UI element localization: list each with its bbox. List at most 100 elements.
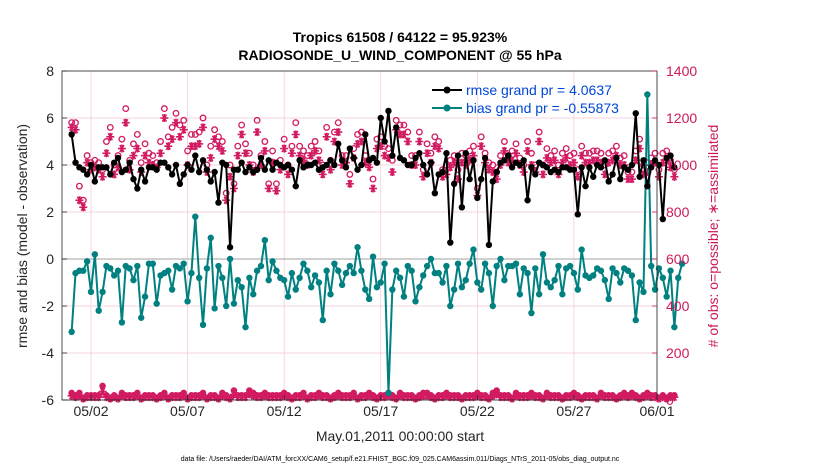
obs-possible-point bbox=[570, 149, 578, 157]
bias-point bbox=[95, 307, 102, 314]
obs-possible-point bbox=[415, 128, 423, 136]
rmse-point bbox=[103, 164, 110, 171]
bias-point bbox=[609, 265, 616, 272]
bias-point bbox=[454, 260, 462, 267]
rmse-point bbox=[362, 131, 369, 138]
rmse-point bbox=[153, 166, 160, 173]
obs-assimilated-point bbox=[550, 156, 559, 165]
obs-possible-point bbox=[75, 182, 83, 190]
bias-point bbox=[389, 286, 396, 293]
rmse-point bbox=[632, 110, 639, 117]
rmse-point bbox=[474, 194, 481, 202]
obs-possible-point bbox=[137, 159, 145, 167]
rmse-point bbox=[346, 145, 354, 152]
rmse-point bbox=[408, 161, 415, 169]
x-tick-label: 05/22 bbox=[460, 403, 495, 419]
rmse-point bbox=[172, 161, 180, 169]
bias-point bbox=[257, 262, 265, 270]
y-tick-left-label: -2 bbox=[42, 298, 55, 314]
rmse-point bbox=[261, 166, 269, 173]
bias-point bbox=[141, 293, 149, 300]
obs-possible-point bbox=[133, 130, 141, 138]
rmse-point bbox=[640, 157, 647, 164]
bias-point bbox=[543, 279, 551, 286]
obs-possible-point bbox=[102, 138, 110, 145]
obs-possible-point bbox=[551, 147, 559, 155]
bias-point bbox=[68, 328, 75, 336]
obs-assimilated-point bbox=[577, 151, 586, 160]
obs-possible-point bbox=[300, 147, 307, 155]
rmse-point bbox=[508, 164, 516, 171]
bias-point bbox=[238, 284, 245, 291]
plot-area bbox=[61, 70, 686, 403]
rmse-point bbox=[377, 114, 384, 122]
bias-point bbox=[427, 255, 435, 263]
bias-point bbox=[450, 286, 458, 293]
rmse-point bbox=[454, 152, 462, 159]
obs-assimilated-point bbox=[160, 114, 169, 122]
obs-bottom-assimilated-point bbox=[226, 394, 235, 403]
bias-point bbox=[261, 237, 269, 244]
bias-point bbox=[354, 244, 361, 251]
rmse-point bbox=[126, 159, 133, 166]
bias-point bbox=[613, 269, 620, 277]
y-tick-left-label: 2 bbox=[46, 204, 54, 220]
obs-possible-point bbox=[558, 149, 566, 157]
obs-possible-point bbox=[470, 142, 477, 150]
bias-point bbox=[559, 291, 566, 298]
bias-point bbox=[346, 262, 354, 270]
rmse-point bbox=[443, 150, 450, 157]
bias-point bbox=[369, 253, 377, 260]
bias-point bbox=[365, 295, 373, 303]
bias-point bbox=[478, 286, 485, 293]
obs-assimilated-point bbox=[477, 142, 486, 151]
rmse-point bbox=[207, 178, 214, 185]
obs-assimilated-point bbox=[523, 146, 532, 155]
bias-point bbox=[280, 276, 288, 284]
obs-assimilated-point bbox=[168, 135, 177, 144]
y-tick-left-label: 8 bbox=[46, 63, 54, 79]
rmse-point bbox=[72, 159, 79, 166]
obs-assimilated-point bbox=[318, 170, 327, 179]
bias-point bbox=[269, 258, 276, 265]
rmse-point bbox=[292, 182, 299, 190]
x-axis: 05/02 05/07 05/12 05/17 05/22 05/27 06/01 bbox=[73, 395, 675, 419]
obs-possible-point bbox=[477, 133, 485, 141]
rmse-point bbox=[223, 161, 230, 169]
rmse-point bbox=[636, 173, 643, 180]
bias-point bbox=[659, 274, 666, 281]
bias-point bbox=[265, 276, 272, 284]
rmse-point bbox=[358, 161, 365, 169]
bias-point bbox=[532, 265, 539, 272]
rmse-point bbox=[528, 164, 535, 171]
rmse-point bbox=[80, 166, 87, 173]
rmse-point bbox=[91, 178, 99, 185]
rmse-point bbox=[269, 166, 276, 173]
x-tick-label: 05/27 bbox=[556, 403, 591, 419]
x-tick-label: 05/12 bbox=[267, 403, 302, 419]
rmse-point bbox=[644, 182, 651, 190]
obs-possible-point bbox=[497, 152, 504, 160]
bias-point bbox=[520, 265, 527, 272]
bias-point bbox=[184, 298, 191, 305]
rmse-point bbox=[516, 161, 524, 169]
obs-assimilated-point bbox=[233, 151, 242, 160]
bias-point bbox=[110, 272, 118, 279]
bias-point bbox=[481, 260, 489, 267]
bias-point bbox=[551, 276, 558, 284]
chart-title-line2: RADIOSONDE_U_WIND_COMPONENT @ 55 hPa bbox=[238, 47, 561, 63]
obs-possible-point bbox=[141, 140, 149, 148]
obs-possible-point bbox=[346, 170, 354, 178]
bias-point bbox=[350, 269, 357, 277]
y-axis-right: 0 200 400 600 800 1000 1200 1400 bbox=[652, 63, 697, 408]
obs-possible-point bbox=[392, 116, 400, 124]
plot-frame bbox=[61, 70, 658, 401]
obs-possible-point bbox=[597, 149, 605, 157]
obs-assimilated-point bbox=[117, 144, 126, 153]
obs-possible-point bbox=[218, 138, 226, 145]
bias-point bbox=[284, 293, 292, 300]
y-tick-right-label: 0 bbox=[666, 392, 674, 408]
obs-assimilated-point bbox=[627, 175, 636, 184]
rmse-point bbox=[296, 157, 303, 164]
